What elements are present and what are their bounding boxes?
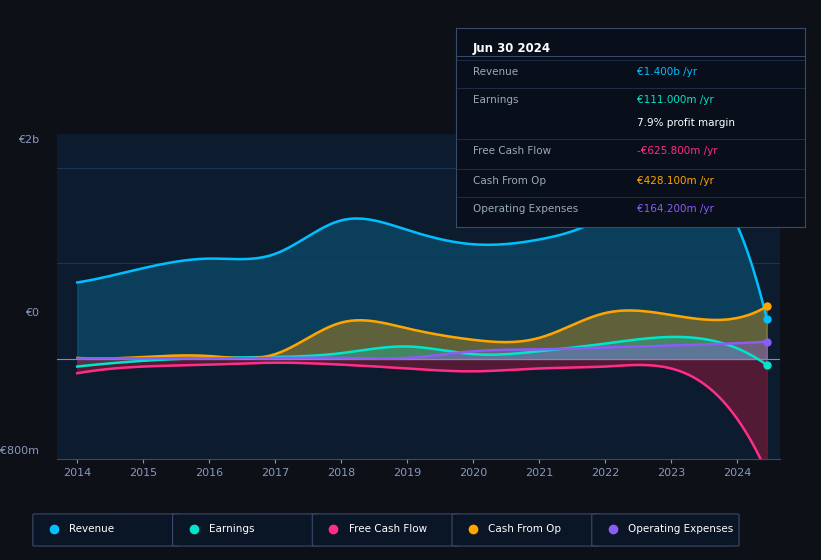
FancyBboxPatch shape xyxy=(312,514,460,546)
Text: -€625.800m /yr: -€625.800m /yr xyxy=(637,146,718,156)
Text: Free Cash Flow: Free Cash Flow xyxy=(349,524,427,534)
Text: €1.400b /yr: €1.400b /yr xyxy=(637,67,697,77)
FancyBboxPatch shape xyxy=(172,514,320,546)
Text: -€800m: -€800m xyxy=(0,446,39,456)
Text: Earnings: Earnings xyxy=(473,95,519,105)
Text: Operating Expenses: Operating Expenses xyxy=(628,524,733,534)
Text: Revenue: Revenue xyxy=(473,67,518,77)
FancyBboxPatch shape xyxy=(592,514,739,546)
Text: Revenue: Revenue xyxy=(69,524,114,534)
Text: Free Cash Flow: Free Cash Flow xyxy=(473,146,551,156)
Text: €0: €0 xyxy=(25,309,39,319)
Text: 7.9% profit margin: 7.9% profit margin xyxy=(637,118,735,128)
Text: €164.200m /yr: €164.200m /yr xyxy=(637,204,714,214)
Text: Earnings: Earnings xyxy=(209,524,255,534)
FancyBboxPatch shape xyxy=(33,514,180,546)
Text: €428.100m /yr: €428.100m /yr xyxy=(637,176,714,186)
Text: €111.000m /yr: €111.000m /yr xyxy=(637,95,713,105)
Text: Cash From Op: Cash From Op xyxy=(473,176,546,186)
Text: Jun 30 2024: Jun 30 2024 xyxy=(473,42,551,55)
Text: Operating Expenses: Operating Expenses xyxy=(473,204,578,214)
Text: €2b: €2b xyxy=(18,135,39,145)
Text: Cash From Op: Cash From Op xyxy=(488,524,562,534)
FancyBboxPatch shape xyxy=(452,514,599,546)
